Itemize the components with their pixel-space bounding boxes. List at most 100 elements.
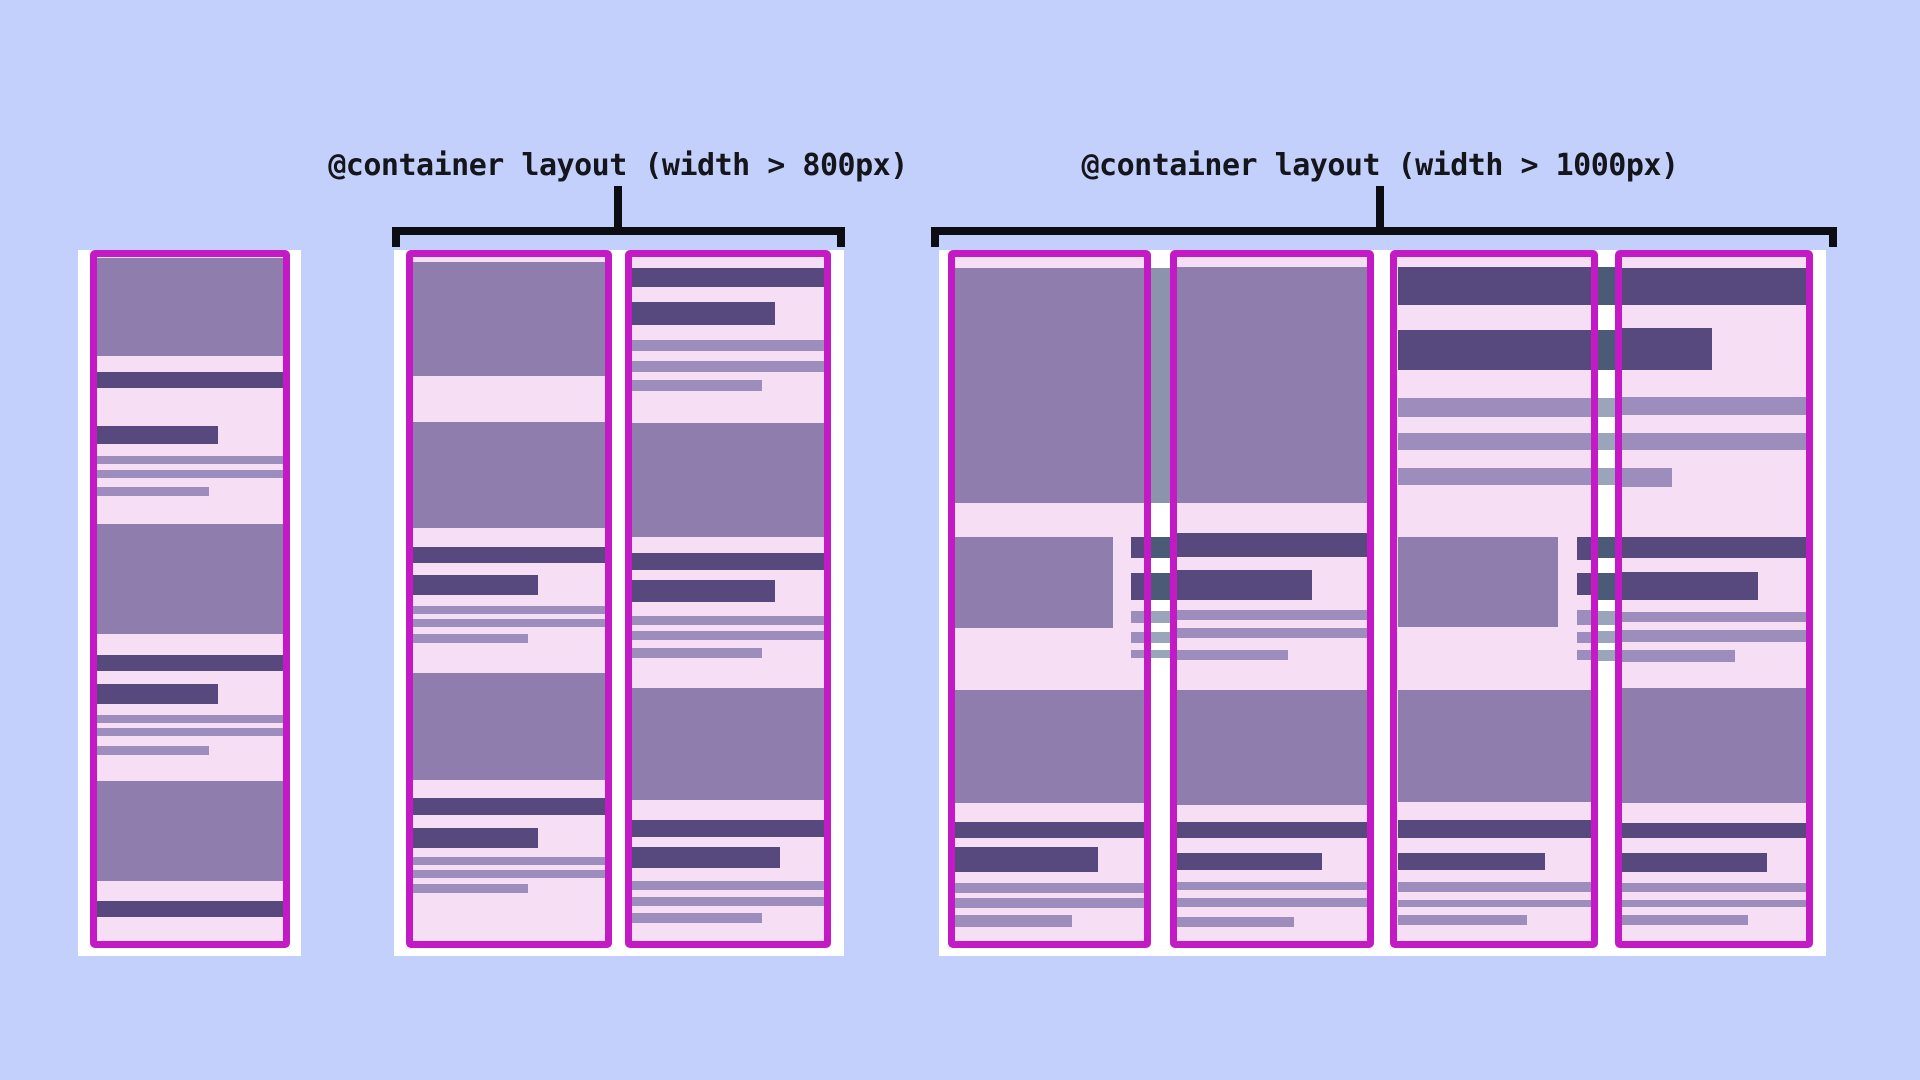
column-gap-tint	[1598, 631, 1615, 643]
text-line	[632, 913, 762, 923]
text-line	[1177, 917, 1294, 927]
text-line-thick	[1398, 433, 1591, 450]
divider-bar	[632, 268, 824, 287]
text-line	[632, 631, 824, 640]
column-gap-tint	[1151, 632, 1170, 643]
container-query-label-800px: @container layout (width > 800px)	[328, 148, 908, 183]
overflow-fragment	[1577, 537, 1591, 560]
text-line	[413, 857, 605, 865]
column-gap-tint	[1151, 537, 1170, 558]
column-gap-tint	[1598, 330, 1615, 370]
overflow-fragment	[1131, 573, 1144, 600]
divider-bar	[97, 655, 283, 671]
divider-bar	[1398, 820, 1591, 838]
image-placeholder	[97, 781, 283, 881]
divider-bar	[413, 798, 605, 815]
text-line	[955, 915, 1072, 927]
thumbnail-placeholder	[1398, 537, 1558, 627]
text-line	[1622, 900, 1806, 907]
text-line	[632, 616, 824, 625]
image-placeholder	[632, 423, 824, 537]
text-line	[1177, 650, 1288, 660]
text-line	[1622, 612, 1806, 622]
text-line	[632, 648, 762, 658]
divider-bar	[1622, 537, 1806, 558]
heading-bar	[413, 828, 538, 848]
bracket-800-bracket-cap-left	[392, 227, 400, 247]
column-gap-tint	[1598, 573, 1615, 600]
text-line	[632, 380, 762, 391]
text-line	[632, 361, 824, 372]
text-line-thick	[1622, 468, 1672, 487]
overflow-fragment	[1577, 610, 1591, 625]
overflow-fragment	[1131, 650, 1144, 658]
heading-bar	[955, 847, 1098, 872]
overflow-fragment	[1577, 650, 1591, 660]
text-line	[1622, 630, 1806, 642]
text-line-thick	[1398, 398, 1591, 417]
column-gap-tint	[1598, 468, 1615, 485]
text-line	[413, 606, 605, 614]
text-line	[632, 881, 824, 890]
column-gap-tint	[1598, 267, 1615, 305]
image-placeholder	[413, 673, 605, 780]
image-placeholder	[97, 524, 283, 634]
text-line-thick	[1622, 397, 1806, 415]
text-line	[413, 619, 605, 627]
bracket-1000-bracket-stem	[1376, 186, 1384, 235]
image-placeholder	[955, 268, 1144, 503]
image-placeholder	[1177, 690, 1367, 805]
text-line	[97, 487, 209, 496]
text-line	[955, 883, 1144, 893]
heading-bar	[97, 426, 218, 444]
overflow-fragment	[1131, 537, 1144, 558]
divider-bar	[632, 553, 824, 570]
divider-bar	[1177, 533, 1367, 557]
divider-bar	[1177, 822, 1367, 838]
column-gap-tint	[1151, 611, 1170, 623]
heading-bar-large	[1398, 267, 1591, 305]
column-gap-tint	[1151, 268, 1170, 503]
divider-bar	[1622, 823, 1806, 838]
text-line	[1398, 915, 1527, 925]
text-line	[955, 898, 1144, 908]
text-line	[413, 634, 528, 643]
text-line	[1622, 915, 1748, 925]
image-placeholder	[1622, 688, 1806, 803]
image-placeholder	[1177, 267, 1367, 503]
column-gap-tint	[1151, 573, 1170, 600]
text-line	[1398, 882, 1591, 892]
text-line	[1177, 628, 1367, 638]
heading-bar	[1622, 853, 1767, 872]
text-line-thick	[1398, 468, 1591, 485]
column-gap-tint	[1598, 650, 1615, 661]
text-line	[632, 897, 824, 906]
column-gap-tint	[1598, 433, 1615, 450]
heading-bar	[632, 302, 775, 325]
heading-bar	[632, 847, 780, 868]
heading-bar	[97, 684, 218, 704]
column-gap-tint	[1598, 537, 1615, 558]
divider-bar	[97, 901, 283, 917]
column-gap-tint	[1151, 650, 1170, 658]
text-line	[1177, 898, 1367, 907]
heading-bar	[413, 575, 538, 595]
overflow-fragment	[1577, 632, 1591, 643]
heading-bar	[1398, 853, 1545, 870]
bracket-800-bracket-cap-right	[837, 227, 845, 247]
divider-bar	[632, 820, 824, 837]
heading-bar	[1622, 572, 1758, 600]
overflow-fragment	[1131, 632, 1144, 643]
text-line	[97, 456, 283, 464]
overflow-fragment	[1577, 573, 1591, 595]
text-line	[97, 746, 209, 755]
text-line	[97, 470, 283, 478]
divider-bar	[955, 822, 1144, 838]
text-line-thick	[1622, 433, 1806, 450]
bracket-1000-bracket-bar	[931, 227, 1837, 235]
bracket-1000-bracket-cap-left	[931, 227, 939, 247]
bracket-1000-bracket-cap-right	[1829, 227, 1837, 247]
container-query-label-1000px: @container layout (width > 1000px)	[1081, 148, 1679, 183]
column-gap-tint	[1598, 398, 1615, 417]
